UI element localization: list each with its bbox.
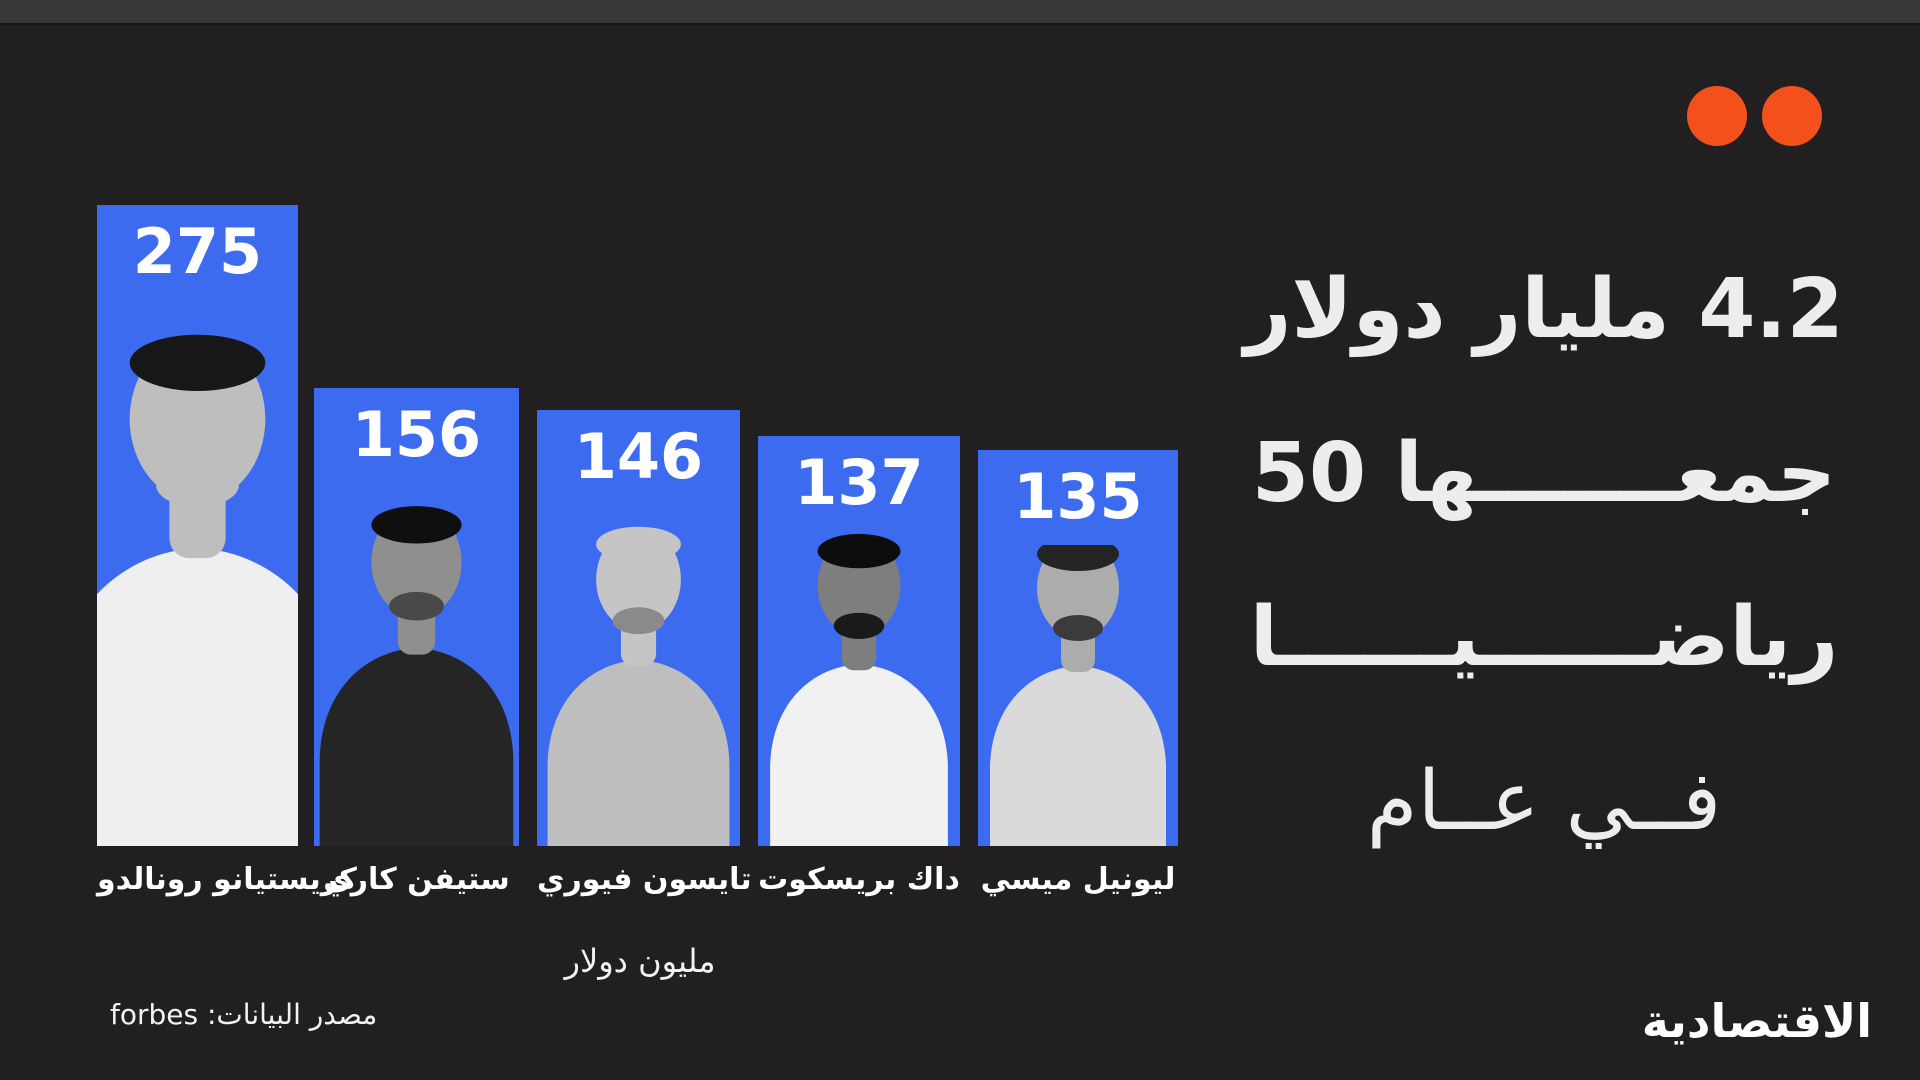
bar-value-label: 137 [794, 446, 924, 519]
headline-line-2: جمعـــــــها 50 [1251, 426, 1837, 521]
bar-group: 146 تايسون فيوري [537, 410, 752, 897]
bar: 275 [97, 205, 298, 846]
brand-logo: الاقتصادية [1641, 994, 1873, 1048]
bar-category-label: ليونيل ميسي [980, 862, 1176, 897]
headline: 4.2 مليار دولار جمعـــــــها 50 رياضــــ… [1220, 228, 1868, 884]
bar: 135 [978, 450, 1178, 846]
bar-group: 275 كريستيانو رونالدو [97, 205, 357, 897]
bar-value-label: 156 [351, 398, 482, 471]
bar-value-label: 275 [132, 215, 263, 288]
dak-prescott-photo [758, 531, 960, 846]
lionel-messi-photo [978, 545, 1178, 846]
bar: 137 [758, 436, 960, 846]
cristiano-ronaldo-photo [97, 300, 298, 846]
bar-group: 135 ليونيل ميسي [978, 450, 1178, 897]
bar: 156 [314, 388, 519, 846]
window-top-band [0, 0, 1920, 25]
bar: 146 [537, 410, 740, 846]
axis-unit-label: مليون دولار [564, 942, 716, 980]
bar-category-label: ستيفن كاري [323, 862, 510, 897]
bar-group: 137 داك بريسكوت [758, 436, 960, 897]
orange-dot-icon [1762, 86, 1822, 146]
bar-group: 156 ستيفن كاري [314, 388, 519, 897]
bar-value-label: 135 [1013, 460, 1143, 533]
brand-dots-icon [1687, 86, 1822, 146]
headline-line-3: رياضــــــيــــــا [1249, 590, 1839, 685]
bar-category-label: داك بريسكوت [758, 862, 960, 897]
bar-category-label: تايسون فيوري [537, 862, 752, 897]
bar-category-label: كريستيانو رونالدو [97, 862, 357, 897]
headline-line-4: فــي عــام [1366, 754, 1722, 849]
data-source-label: مصدر البيانات: forbes [110, 998, 378, 1031]
bar-value-label: 146 [573, 420, 704, 493]
orange-dot-icon [1687, 86, 1747, 146]
stephen-curry-photo [314, 483, 519, 846]
tyson-fury-photo [537, 505, 740, 846]
headline-line-1: 4.2 مليار دولار [1244, 262, 1844, 357]
